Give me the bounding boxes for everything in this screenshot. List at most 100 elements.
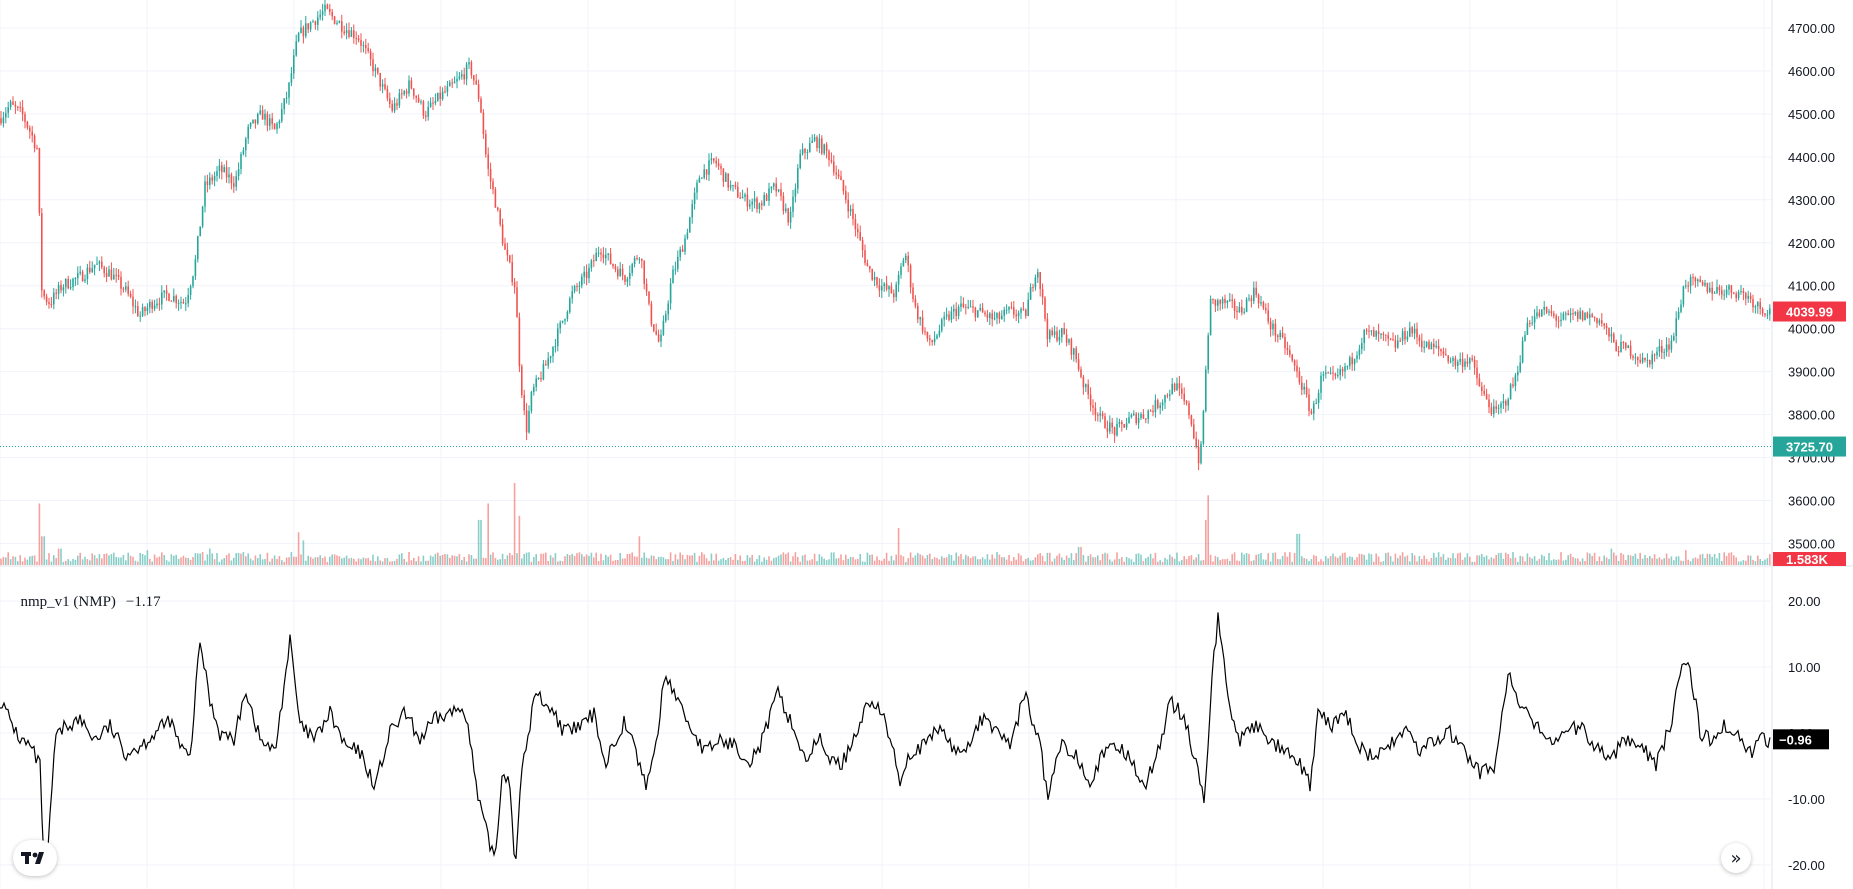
volume-bar bbox=[1245, 553, 1248, 565]
volume-bar bbox=[825, 560, 828, 565]
candle-body bbox=[1257, 294, 1260, 304]
candle-body bbox=[482, 112, 485, 134]
candle-body bbox=[1485, 393, 1488, 400]
volume-bar bbox=[799, 561, 801, 565]
volume-bar bbox=[821, 556, 823, 565]
volume-bar bbox=[1757, 555, 1759, 565]
candle-body bbox=[1022, 308, 1025, 310]
indicator-pane[interactable] bbox=[0, 612, 1771, 862]
volume-bar bbox=[254, 555, 257, 565]
price-pane[interactable] bbox=[0, 0, 1772, 471]
candle-body bbox=[1701, 281, 1704, 286]
candle-body bbox=[869, 266, 871, 269]
volume-bar bbox=[1598, 556, 1601, 565]
volume-bar bbox=[105, 553, 108, 565]
candle-body bbox=[693, 192, 696, 205]
volume-bar bbox=[141, 554, 144, 565]
volume-bar bbox=[989, 559, 991, 565]
scroll-to-realtime-button[interactable]: » bbox=[1721, 843, 1751, 873]
price-line-label: 3725.70 bbox=[1786, 440, 1833, 455]
price-axis[interactable]: 4700.004600.004500.004400.004300.004200.… bbox=[1773, 21, 1846, 873]
volume-bar bbox=[192, 557, 194, 565]
volume-bar bbox=[1229, 560, 1231, 565]
candle-body bbox=[1053, 331, 1056, 336]
volume-bar bbox=[787, 552, 789, 565]
volume-bar bbox=[828, 559, 830, 565]
volume-bar bbox=[681, 554, 684, 565]
volume-bar bbox=[1639, 552, 1641, 565]
volume-bar bbox=[1049, 552, 1051, 565]
volume-bar bbox=[321, 557, 324, 565]
volume-bar bbox=[213, 559, 216, 565]
candle-body bbox=[12, 101, 14, 105]
volume-bar bbox=[482, 557, 485, 565]
volume-bar bbox=[557, 561, 559, 565]
volume-bar bbox=[1596, 560, 1598, 565]
volume-bar bbox=[972, 556, 974, 565]
candle-body bbox=[684, 238, 686, 252]
indicator-legend[interactable]: nmp_v1 (NMP) −1.17 bbox=[13, 577, 161, 611]
candle-body bbox=[703, 169, 705, 178]
volume-bar bbox=[861, 561, 864, 565]
tradingview-logo[interactable] bbox=[13, 840, 57, 876]
volume-bar bbox=[1449, 557, 1452, 565]
candle-body bbox=[242, 150, 245, 154]
volume-bar bbox=[509, 552, 511, 565]
volume-bar bbox=[1358, 553, 1361, 565]
candle-body bbox=[1293, 360, 1296, 366]
candle-body bbox=[33, 135, 36, 149]
candle-body bbox=[240, 153, 242, 170]
candle-body bbox=[1214, 299, 1217, 306]
volume-bar bbox=[643, 552, 645, 565]
volume-bar bbox=[1051, 561, 1053, 565]
candle-body bbox=[1401, 331, 1404, 341]
volume-bar bbox=[48, 553, 50, 565]
candle-body bbox=[1661, 345, 1663, 353]
candle-body bbox=[1226, 300, 1229, 303]
candle-body bbox=[1447, 355, 1449, 362]
candle-body bbox=[1605, 325, 1608, 328]
volume-bar bbox=[931, 559, 933, 565]
candle-body bbox=[902, 260, 905, 267]
candle-body bbox=[1452, 358, 1454, 361]
volume-bar bbox=[12, 556, 14, 565]
volume-bar bbox=[1687, 559, 1689, 565]
candle-body bbox=[110, 269, 113, 280]
candle-body bbox=[641, 258, 643, 261]
volume-bar bbox=[62, 561, 65, 565]
candle-body bbox=[1593, 317, 1596, 319]
candle-body bbox=[1272, 323, 1274, 330]
volume-bar bbox=[1097, 555, 1099, 565]
volume-bar bbox=[1241, 552, 1243, 565]
volume-bar bbox=[1591, 555, 1593, 565]
candle-body bbox=[729, 185, 732, 188]
candle-body bbox=[619, 268, 621, 277]
volume-bar bbox=[1166, 559, 1169, 565]
volume-bar bbox=[813, 553, 816, 565]
candle-body bbox=[189, 286, 192, 296]
volume-bar bbox=[103, 553, 105, 565]
volume-bar bbox=[1579, 561, 1581, 565]
candle-body bbox=[1519, 362, 1521, 372]
volume-bar bbox=[209, 548, 211, 565]
candle-body bbox=[1500, 403, 1502, 408]
volume-bar bbox=[1207, 495, 1209, 565]
candle-body bbox=[425, 115, 427, 117]
candle-body bbox=[813, 137, 816, 141]
candle-body bbox=[1574, 311, 1577, 315]
candle-body bbox=[1613, 333, 1615, 342]
candle-body bbox=[1337, 375, 1339, 377]
candle-body bbox=[516, 287, 518, 318]
volume-bar bbox=[710, 553, 713, 565]
indicator-value-label: −0.96 bbox=[1779, 732, 1812, 747]
candle-body bbox=[1728, 285, 1730, 290]
volume-bar bbox=[1541, 554, 1543, 565]
volume-bar bbox=[240, 553, 242, 565]
volume-bar bbox=[1586, 552, 1589, 565]
volume-bar bbox=[1099, 560, 1101, 565]
candle-body bbox=[1536, 312, 1538, 317]
volume-bar bbox=[1721, 561, 1723, 565]
candle-body bbox=[525, 410, 528, 433]
volume-bar bbox=[324, 556, 326, 565]
